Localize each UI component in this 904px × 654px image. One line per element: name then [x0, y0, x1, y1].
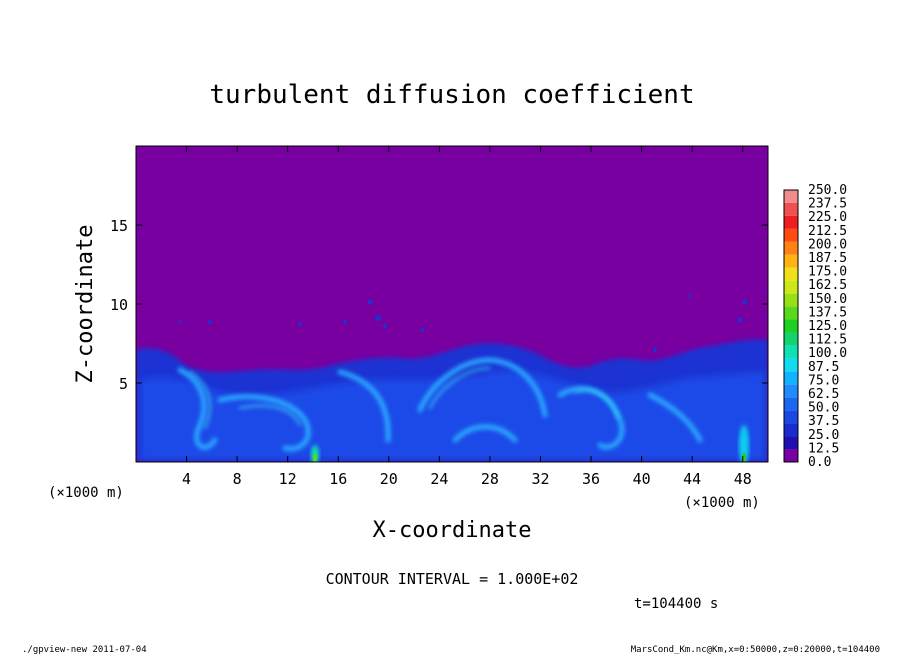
colorbar-level-label: 112.5 — [808, 333, 847, 348]
x-tick-label: 4 — [182, 470, 191, 488]
x-axis-unit-right: (×1000 m) — [684, 495, 760, 511]
colorbar-swatch — [784, 293, 798, 307]
colorbar-level-label: 212.5 — [808, 224, 847, 239]
field-shading — [136, 294, 768, 462]
colorbar-level-label: 162.5 — [808, 278, 847, 293]
colorbar-swatch — [784, 358, 798, 372]
colorbar-swatch — [784, 436, 798, 450]
colorbar-level-label: 175.0 — [808, 265, 847, 280]
x-tick-label: 32 — [531, 470, 549, 488]
colorbar-level-label: 25.0 — [808, 428, 839, 443]
x-tick-label: 16 — [329, 470, 347, 488]
footer-left: ./gpview-new 2011-07-04 — [22, 645, 147, 654]
colorbar-swatch — [784, 371, 798, 385]
colorbar-level-label: 250.0 — [808, 183, 847, 198]
colorbar-frame — [783, 189, 799, 463]
colorbar-swatch — [784, 384, 798, 398]
plot-area — [136, 146, 768, 462]
contour-interval: CONTOUR INTERVAL = 1.000E+02 — [326, 570, 579, 588]
x-axis-unit-left: (×1000 m) — [48, 485, 124, 501]
y-tick-label: 15 — [110, 217, 128, 235]
colorbar-level-label: 150.0 — [808, 292, 847, 307]
x-tick-label: 44 — [683, 470, 701, 488]
colorbar-level-label: 200.0 — [808, 237, 847, 252]
colorbar-level-label: 225.0 — [808, 210, 847, 225]
time-label: t=104400 s — [634, 596, 718, 612]
colorbar-level-label: 62.5 — [808, 387, 839, 402]
x-tick-label: 28 — [481, 470, 499, 488]
x-tick-label: 8 — [233, 470, 242, 488]
colorbar-level-label: 137.5 — [808, 305, 847, 320]
chart-title: turbulent diffusion coefficient — [209, 80, 694, 110]
colorbar-swatch — [784, 319, 798, 333]
colorbar-level-label: 37.5 — [808, 414, 839, 429]
colorbar-level-label: 125.0 — [808, 319, 847, 334]
y-tick-label: 10 — [110, 296, 128, 314]
colorbar-level-label: 12.5 — [808, 441, 839, 456]
colorbar: 0.012.525.037.550.062.575.087.5100.0112.… — [783, 183, 847, 470]
colorbar-level-label: 237.5 — [808, 197, 847, 212]
colorbar-swatch — [784, 228, 798, 242]
colorbar-level-label: 187.5 — [808, 251, 847, 266]
colorbar-swatch — [784, 215, 798, 229]
y-tick-label: 5 — [119, 375, 128, 393]
x-tick-label: 20 — [380, 470, 398, 488]
colorbar-swatch — [784, 202, 798, 216]
colorbar-level-label: 0.0 — [808, 455, 831, 470]
colorbar-swatch — [784, 410, 798, 424]
x-tick-label: 36 — [582, 470, 600, 488]
y-axis-label: Z-coordinate — [73, 225, 98, 384]
colorbar-level-label: 87.5 — [808, 360, 839, 375]
colorbar-swatch — [784, 332, 798, 346]
colorbar-swatch — [784, 306, 798, 320]
x-axis-label: X-coordinate — [373, 518, 532, 543]
x-tick-label: 40 — [633, 470, 651, 488]
colorbar-level-label: 100.0 — [808, 346, 847, 361]
x-tick-label: 48 — [734, 470, 752, 488]
x-tick-label: 24 — [430, 470, 448, 488]
footer-right: MarsCond_Km.nc@Km,x=0:50000,z=0:20000,t=… — [631, 645, 880, 654]
y-axis: 5 10 15 — [110, 217, 768, 393]
colorbar-swatch — [784, 254, 798, 268]
colorbar-swatch — [784, 190, 798, 203]
x-tick-label: 12 — [279, 470, 297, 488]
colorbar-swatch — [784, 267, 798, 281]
colorbar-swatch — [784, 397, 798, 411]
colorbar-level-label: 75.0 — [808, 373, 839, 388]
colorbar-swatch — [784, 241, 798, 255]
x-axis: 4 8 12 16 20 24 28 32 36 40 44 48 — [182, 146, 752, 488]
colorbar-swatch — [784, 345, 798, 359]
colorbar-level-label: 50.0 — [808, 401, 839, 416]
colorbar-swatch — [784, 423, 798, 437]
colorbar-swatch — [784, 449, 798, 462]
colorbar-swatch — [784, 280, 798, 294]
